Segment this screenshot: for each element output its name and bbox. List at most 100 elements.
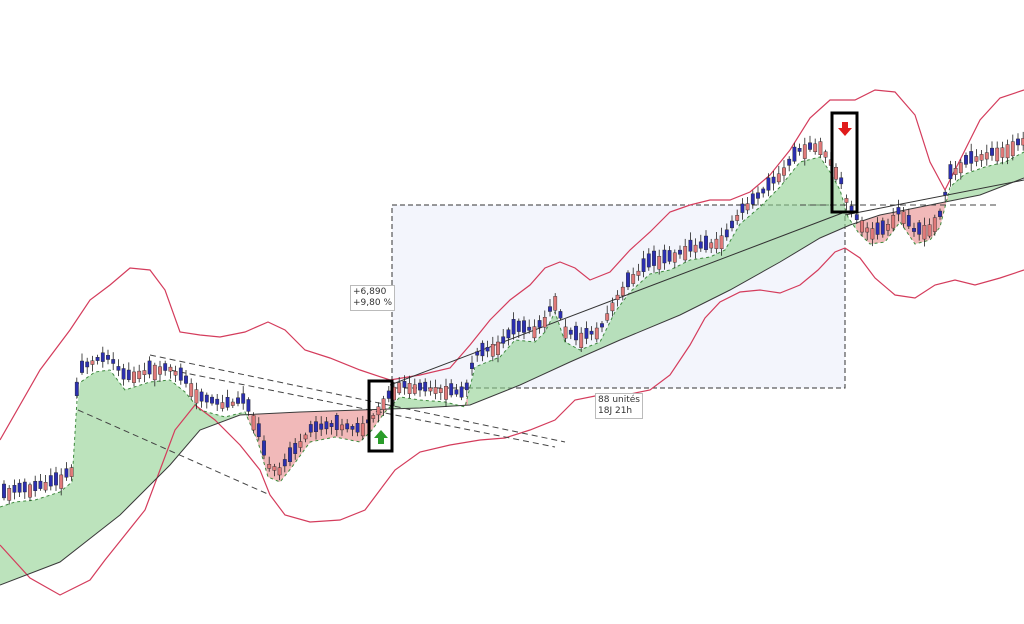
bull-candle [537,320,542,328]
bear-candle [901,211,906,224]
bear-candle [272,466,277,471]
bear-candle [714,238,719,249]
bear-candle [303,434,308,440]
bear-candle [132,371,136,383]
bull-candle [698,241,703,249]
bear-candle [860,220,864,233]
fast-moving-average [0,151,1024,508]
bear-candle [553,296,558,311]
bull-candle [345,423,350,430]
bear-candle [496,341,500,355]
bear-candle [844,198,849,203]
bull-candle [667,250,672,262]
bull-candle [2,483,6,499]
bear-candle [693,244,698,253]
bull-candle [184,375,188,384]
bull-candle [163,363,168,371]
bear-candle [610,302,615,312]
bear-candle [444,386,448,400]
bear-candle [927,224,932,237]
bull-candle [678,249,682,255]
bull-candle [600,323,604,328]
bear-candle [43,482,48,491]
bear-candle [152,364,157,381]
bull-candle [646,253,651,268]
bear-candle [340,424,344,431]
bear-candle [137,370,142,380]
bull-candle [215,398,220,405]
bear-candle [615,294,620,300]
bear-candle [412,384,417,394]
bear-candle [433,387,438,394]
bull-candle [204,394,209,403]
bear-candle [834,166,838,180]
bear-candle [958,162,963,174]
bear-candle [168,366,173,372]
bull-candle [288,447,292,463]
bear-candle [90,360,95,365]
bull-cloud-segment [0,370,248,585]
bull-candle [475,351,480,356]
slow-moving-average [0,177,1024,586]
sell-signal-box [830,111,859,214]
bull-candle [724,229,729,238]
up-arrow-icon [374,430,388,444]
bear-candle [532,326,537,339]
bear-candle [173,371,178,376]
bear-candle [631,274,636,284]
bear-candle [870,228,875,240]
bull-candle [470,362,474,370]
bear-candle [189,383,194,397]
bull-candle [64,468,69,478]
bull-candle [314,421,318,433]
bull-candle [704,235,708,250]
bear-candle [360,423,365,437]
bear-candle [735,214,740,221]
bear-candle [230,401,235,406]
bear-candle [59,474,64,489]
bull-candle [33,481,38,491]
bear-candle [995,147,1000,162]
bear-candle [1000,147,1005,158]
bull-candle [282,459,287,467]
bull-candle [111,359,116,364]
bear-candle [605,313,610,321]
bear-candle [579,332,584,349]
bull-candle [423,381,428,392]
bear-candle [397,382,402,394]
bear-candle [984,152,989,160]
bear-candle [886,223,890,231]
bear-candle [194,389,199,404]
bull-candle [480,342,485,357]
bear-candle [563,326,568,339]
bear-candle [891,214,896,229]
bull-candle [896,207,901,215]
bear-candle [490,344,495,357]
bull-candle [454,389,459,395]
bull-candle [797,147,802,152]
bull-candle [246,399,251,412]
bear-candle [657,256,662,270]
bull-candle [511,319,516,335]
measure-change-value: +6,890 [353,287,387,297]
bull-candle [350,426,355,430]
bull-candle [548,306,552,312]
bull-candle [241,393,246,404]
bear-candle [7,488,12,501]
bull-candle [236,397,240,404]
bear-candle [620,286,625,296]
bear-candle [672,252,677,263]
bull-candle [584,328,589,339]
bull-candle [501,336,506,344]
bull-candle [355,423,360,433]
bear-candle [974,156,979,162]
trend-line [149,354,566,443]
bear-candle [428,387,433,392]
bull-candle [641,258,646,272]
bear-candle [745,203,750,211]
bull-candle [74,381,79,396]
bull-candle [880,220,885,235]
bear-candle [371,415,376,419]
bear-candle [69,467,74,477]
